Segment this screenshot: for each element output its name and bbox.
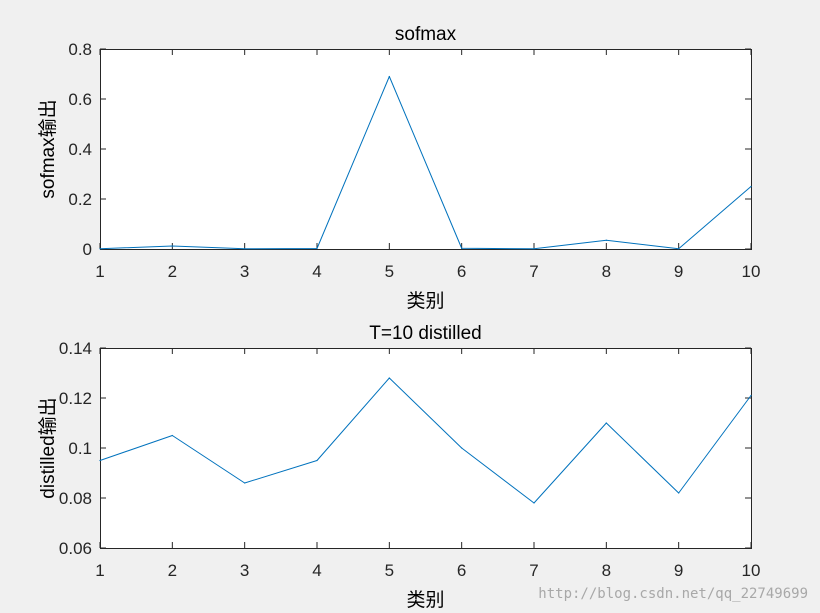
- x-tick-label: 10: [742, 262, 761, 281]
- x-tick-label: 10: [742, 561, 761, 580]
- data-point: [678, 492, 680, 494]
- data-point: [750, 185, 752, 188]
- y-tick-label: 0.08: [59, 489, 92, 508]
- x-tick-label: 8: [602, 262, 611, 281]
- y-tick-label: 0.06: [59, 539, 92, 558]
- chart-title: T=10 distilled: [369, 323, 481, 344]
- data-point: [605, 239, 607, 241]
- series-line: [99, 377, 752, 504]
- x-tick-label: 2: [168, 262, 177, 281]
- x-axis-label: 类别: [406, 290, 444, 312]
- data-point: [461, 247, 463, 249]
- x-tick-label: 9: [674, 262, 683, 281]
- y-tick-label: 0.8: [68, 40, 92, 59]
- chart-distilled: T=10 distilled 类别 distilled输出 1 2 3 4 5 6 7 8 9 1…: [37, 323, 760, 611]
- y-axis-label: distilled输出: [37, 397, 59, 498]
- plot-area: [100, 348, 751, 548]
- x-tick-label: 3: [240, 561, 249, 580]
- x-tick-label: 5: [385, 262, 394, 281]
- y-axis-label: sofmax输出: [37, 99, 59, 198]
- y-tick-label: 0.2: [68, 190, 92, 209]
- data-point: [533, 248, 535, 250]
- x-tick-label: 4: [312, 561, 321, 580]
- x-tick-label: 2: [168, 561, 177, 580]
- data-point: [171, 245, 173, 247]
- x-tick-label: 5: [385, 561, 394, 580]
- data-point: [533, 502, 535, 504]
- x-axis-label: 类别: [406, 589, 444, 611]
- data-point: [171, 434, 173, 437]
- data-point: [316, 459, 318, 462]
- watermark-text: http://blog.csdn.net/qq_22749699: [538, 586, 808, 602]
- y-tick-label: 0.12: [59, 389, 92, 408]
- data-point: [244, 248, 246, 250]
- y-tick-label: 0.1: [68, 439, 92, 458]
- data-point: [316, 247, 318, 250]
- chart-softmax: sofmax 类别 sofmax输出 1 2 3 4 5 6 7 8 9 10 0 0.2 0.4 0.6…: [37, 24, 760, 312]
- chart-title: sofmax: [395, 24, 457, 45]
- x-tick-label: 7: [529, 561, 538, 580]
- data-point: [99, 459, 101, 462]
- data-point: [99, 248, 101, 250]
- y-tick-label: 0.6: [68, 90, 92, 109]
- x-tick-label: 1: [95, 262, 104, 281]
- x-tick-label: 9: [674, 561, 683, 580]
- x-tick-label: 4: [312, 262, 321, 281]
- data-point: [244, 482, 246, 484]
- data-point: [388, 377, 390, 379]
- data-point: [388, 75, 390, 78]
- plot-area: [100, 49, 751, 249]
- data-point: [678, 248, 680, 250]
- x-tick-label: 3: [240, 262, 249, 281]
- y-tick-label: 0: [83, 240, 92, 259]
- data-point: [750, 394, 752, 397]
- data-point: [461, 447, 463, 449]
- series-line: [99, 76, 752, 250]
- data-point: [605, 422, 607, 424]
- y-tick-label: 0.4: [68, 140, 92, 159]
- x-tick-label: 8: [602, 561, 611, 580]
- y-tick-label: 0.14: [59, 339, 92, 358]
- x-tick-label: 6: [457, 561, 466, 580]
- x-tick-label: 6: [457, 262, 466, 281]
- x-tick-label: 7: [529, 262, 538, 281]
- x-tick-label: 1: [95, 561, 104, 580]
